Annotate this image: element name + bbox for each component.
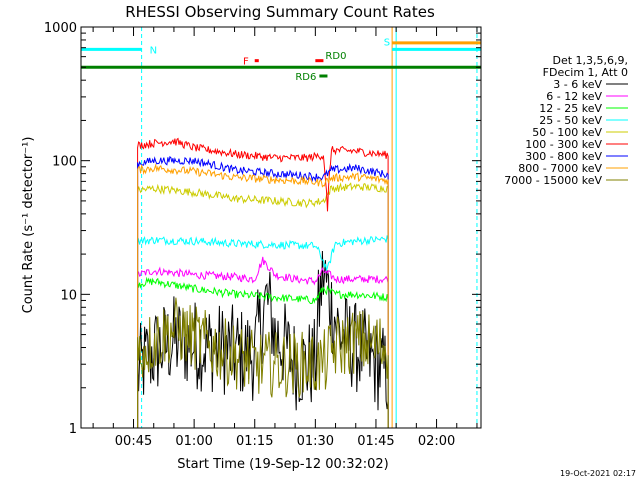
- plot-frame: [80, 26, 482, 429]
- series-trace: [137, 250, 389, 428]
- x-tick-label: 01:30: [297, 434, 334, 449]
- legend-label: 100 - 300 keV: [525, 138, 602, 151]
- legend-label: 6 - 12 keV: [546, 90, 602, 103]
- x-tick-label: 00:45: [115, 434, 152, 449]
- flag-label: RD0: [325, 51, 346, 62]
- x-tick-label: 01:15: [236, 434, 273, 449]
- x-tick-label: 02:00: [418, 434, 455, 449]
- y-tick-label: 1: [69, 422, 77, 437]
- series-trace: [137, 137, 389, 428]
- timestamp: 19-Oct-2021 02:17: [560, 469, 636, 478]
- y-tick-label: 100: [52, 155, 77, 170]
- series-trace: [137, 163, 389, 428]
- series-trace: [137, 155, 389, 428]
- y-tick-label: 1000: [44, 21, 77, 36]
- legend-label: 7000 - 15000 keV: [504, 174, 602, 187]
- chart-title: RHESSI Observing Summary Count Rates: [125, 3, 435, 21]
- y-axis-label: Count Rate (s⁻¹ detector⁻¹): [21, 137, 36, 314]
- legend-label: 12 - 25 keV: [539, 102, 602, 115]
- legend-header: Det 1,3,5,6,9,: [552, 54, 628, 67]
- series-trace: [137, 235, 389, 428]
- flag-label: S: [384, 37, 390, 48]
- series-trace: [137, 256, 389, 428]
- legend-label: 300 - 800 keV: [525, 150, 602, 163]
- series-trace: [137, 276, 389, 428]
- x-tick-label: 01:00: [175, 434, 212, 449]
- flag-label: N: [150, 45, 157, 56]
- flag-label: F: [243, 57, 249, 68]
- legend-label: 25 - 50 keV: [539, 114, 602, 127]
- x-tick-label: 01:45: [357, 434, 394, 449]
- x-axis-label: Start Time (19-Sep-12 00:32:02): [177, 457, 388, 472]
- legend-label: 50 - 100 keV: [532, 126, 602, 139]
- series-trace: [137, 182, 389, 428]
- series-trace: [137, 297, 389, 428]
- legend-header: FDecim 1, Att 0: [543, 66, 628, 79]
- legend-label: 3 - 6 keV: [553, 78, 602, 91]
- legend-label: 800 - 7000 keV: [518, 162, 602, 175]
- flag-label: RD6: [295, 72, 316, 83]
- y-tick-label: 10: [60, 288, 77, 303]
